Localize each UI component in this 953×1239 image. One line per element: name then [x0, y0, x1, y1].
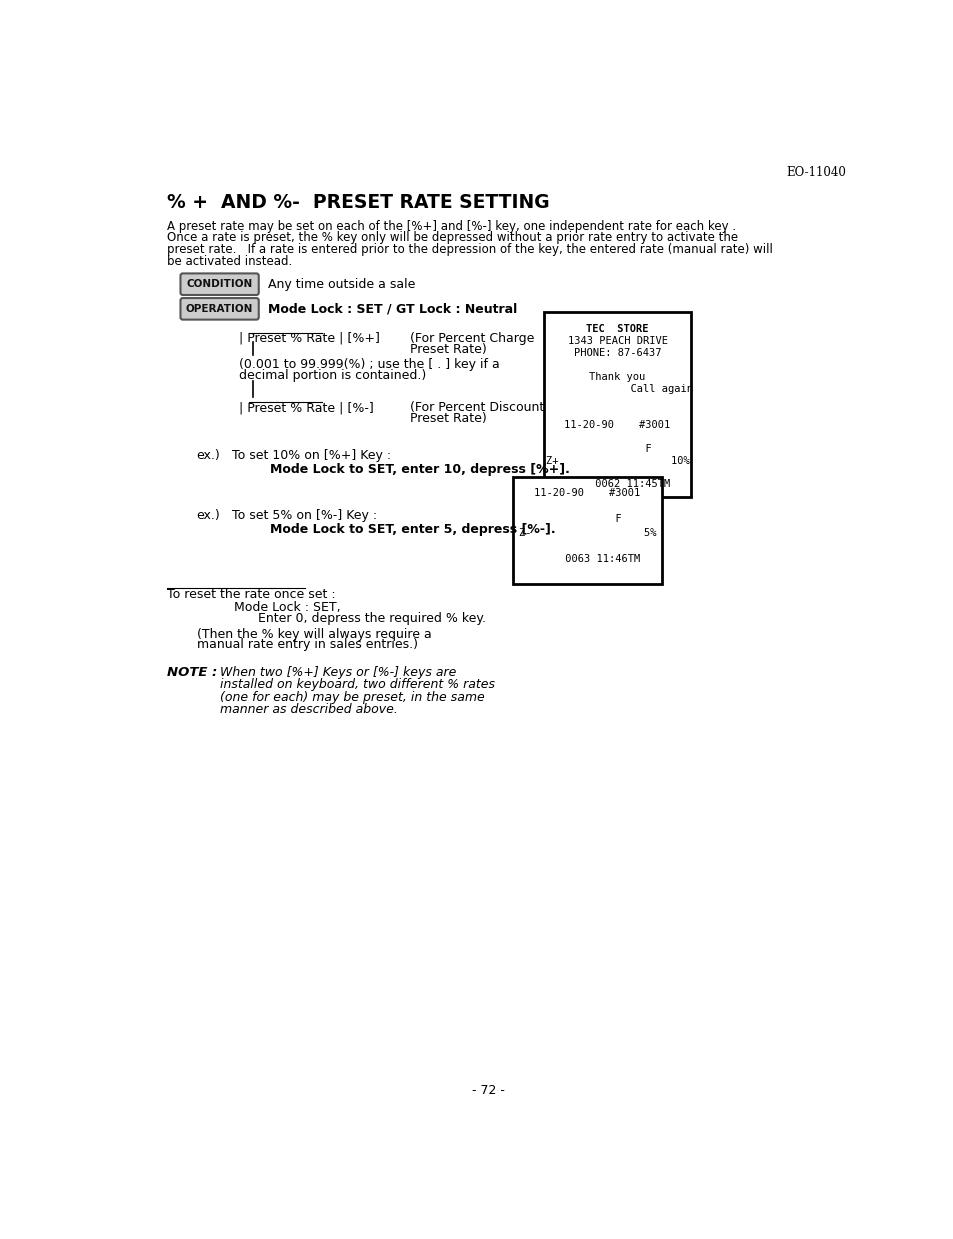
Text: 0062 11:45TM: 0062 11:45TM [564, 479, 670, 489]
Text: % +  AND %-  PRESET RATE SETTING: % + AND %- PRESET RATE SETTING [167, 193, 549, 212]
Text: PHONE: 87-6437: PHONE: 87-6437 [573, 348, 660, 358]
Text: TEC  STORE: TEC STORE [586, 325, 648, 335]
FancyBboxPatch shape [180, 299, 258, 320]
Text: Enter 0, depress the required % key.: Enter 0, depress the required % key. [233, 612, 485, 626]
Text: 11-20-90    #3001: 11-20-90 #3001 [564, 420, 670, 430]
Text: OPERATION: OPERATION [186, 304, 253, 313]
Text: | Preset % Rate | [%+]: | Preset % Rate | [%+] [239, 332, 380, 344]
Text: manner as described above.: manner as described above. [220, 703, 397, 716]
Text: EO-11040: EO-11040 [786, 166, 846, 178]
Text: 1343 PEACH DRIVE: 1343 PEACH DRIVE [567, 336, 667, 346]
Text: Thank you: Thank you [589, 372, 645, 382]
Text: To reset the rate once set :: To reset the rate once set : [167, 587, 335, 601]
Text: Preset Rate): Preset Rate) [410, 343, 486, 356]
Text: Call again: Call again [542, 384, 692, 394]
Text: 11-20-90    #3001: 11-20-90 #3001 [534, 488, 639, 498]
Text: NOTE :: NOTE : [167, 667, 217, 679]
Text: Mode Lock to SET, enter 10, depress [%+].: Mode Lock to SET, enter 10, depress [%+]… [270, 463, 570, 476]
Text: decimal portion is contained.): decimal portion is contained.) [239, 369, 426, 382]
Text: manual rate entry in sales entries.): manual rate entry in sales entries.) [196, 638, 417, 652]
FancyBboxPatch shape [180, 274, 258, 295]
Text: (one for each) may be preset, in the same: (one for each) may be preset, in the sam… [220, 691, 484, 704]
Text: (For Percent Charge: (For Percent Charge [410, 332, 534, 344]
Text: F: F [553, 514, 621, 524]
Text: F: F [582, 444, 651, 453]
Text: Once a rate is preset, the % key only will be depressed without a prior rate ent: Once a rate is preset, the % key only wi… [167, 232, 738, 244]
Text: CONDITION: CONDITION [186, 279, 253, 289]
Text: 0063 11:46TM: 0063 11:46TM [534, 554, 639, 564]
Text: A preset rate may be set on each of the [%+] and [%-] key, one independent rate : A preset rate may be set on each of the … [167, 219, 736, 233]
Text: be activated instead.: be activated instead. [167, 255, 293, 269]
Text: Mode Lock to SET, enter 5, depress [%-].: Mode Lock to SET, enter 5, depress [%-]. [270, 523, 556, 536]
Text: preset rate.   If a rate is entered prior to the depression of the key, the ente: preset rate. If a rate is entered prior … [167, 243, 772, 256]
Bar [543, 312, 691, 497]
Text: (For Percent Discount: (For Percent Discount [410, 401, 543, 414]
Text: Any time outside a sale: Any time outside a sale [268, 278, 415, 291]
Text: ex.): ex.) [196, 509, 220, 522]
Text: Preset Rate): Preset Rate) [410, 413, 486, 425]
Text: installed on keyboard, two different % rates: installed on keyboard, two different % r… [220, 679, 495, 691]
Text: ex.): ex.) [196, 449, 220, 462]
Text: Z+                  10%: Z+ 10% [545, 456, 689, 466]
Text: Mode Lock : SET / GT Lock : Neutral: Mode Lock : SET / GT Lock : Neutral [268, 302, 517, 316]
Text: To set 10% on [%+] Key :: To set 10% on [%+] Key : [232, 449, 391, 462]
Text: (Then the % key will always require a: (Then the % key will always require a [196, 628, 431, 641]
Bar [513, 477, 661, 584]
Text: When two [%+] Keys or [%-] keys are: When two [%+] Keys or [%-] keys are [220, 667, 456, 679]
Text: Mode Lock : SET,: Mode Lock : SET, [233, 601, 340, 615]
Text: Z-                  5%: Z- 5% [518, 528, 656, 538]
Text: - 72 -: - 72 - [472, 1084, 505, 1098]
Text: (0.001 to 99.999(%) ; use the [ . ] key if a: (0.001 to 99.999(%) ; use the [ . ] key … [239, 358, 499, 372]
Text: | Preset % Rate | [%-]: | Preset % Rate | [%-] [239, 401, 374, 414]
Text: To set 5% on [%-] Key :: To set 5% on [%-] Key : [232, 509, 376, 522]
